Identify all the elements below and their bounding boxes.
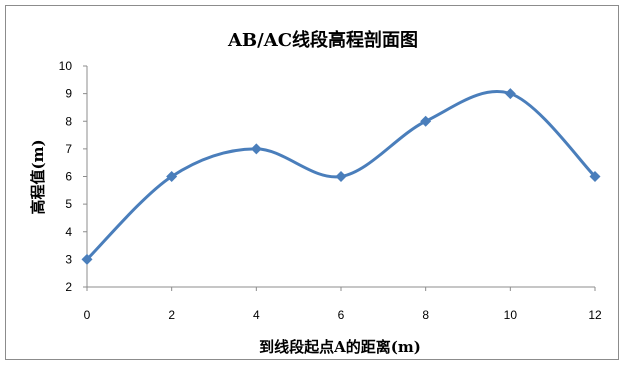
data-point-marker	[166, 171, 178, 182]
x-tick-label: 6	[338, 308, 345, 322]
y-tick-label: 9	[65, 87, 72, 101]
x-tick-label: 4	[253, 308, 260, 322]
y-tick-label: 4	[65, 225, 72, 239]
y-axis-title: 高程值(m)	[29, 139, 47, 214]
data-point-marker	[250, 143, 262, 155]
data-point-marker	[589, 171, 601, 182]
x-tick-label: 12	[588, 308, 602, 322]
data-point-marker	[335, 171, 347, 182]
data-point-marker	[81, 253, 93, 265]
x-tick-label: 8	[422, 308, 429, 322]
x-tick-label: 0	[84, 308, 91, 322]
x-axis-ticks: 0 2 4 6 8 10 12	[84, 287, 602, 322]
y-tick-label: 5	[65, 197, 72, 211]
chart-title: AB/AC线段高程剖面图	[227, 29, 418, 51]
y-tick-label: 10	[59, 59, 73, 73]
y-tick-label: 7	[65, 142, 72, 156]
y-tick-label: 3	[65, 252, 72, 266]
series-markers	[81, 88, 601, 265]
x-tick-label: 2	[168, 308, 175, 322]
x-tick-label: 10	[504, 308, 518, 322]
y-tick-label: 6	[65, 170, 72, 184]
x-axis-title: 到线段起点A的距离(m)	[259, 338, 421, 356]
y-axis-ticks: 2 3 4 5 6 7 8 9 10	[59, 59, 87, 294]
data-point-marker	[420, 115, 432, 127]
y-tick-label: 2	[65, 280, 72, 294]
y-tick-label: 8	[65, 114, 72, 128]
chart-frame	[5, 5, 619, 360]
data-point-marker	[504, 88, 516, 100]
